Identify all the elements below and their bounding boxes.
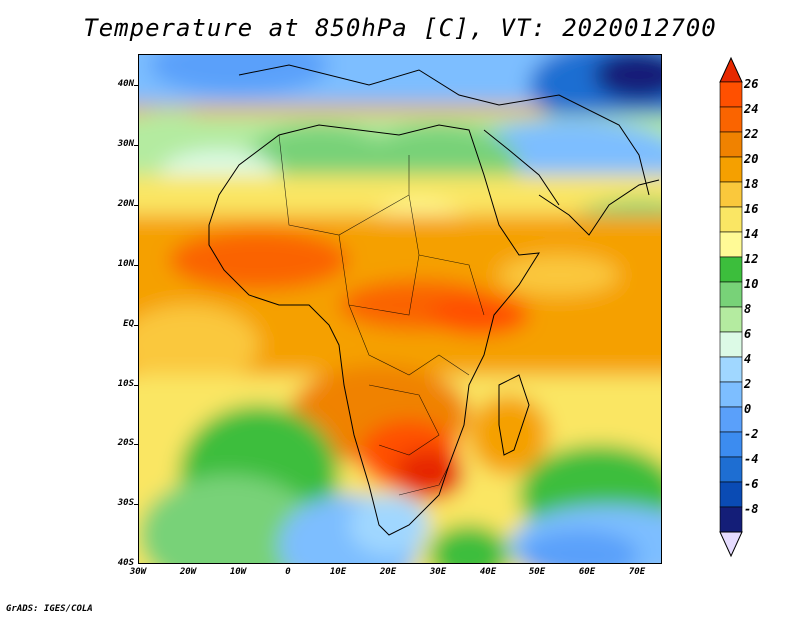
lat-label-eq: EQ bbox=[123, 319, 134, 329]
colorbar-label: 12 bbox=[744, 252, 759, 266]
colorbar-label: -2 bbox=[744, 427, 759, 441]
colorbar-label: -8 bbox=[744, 502, 759, 516]
lon-label-50e: 50E bbox=[528, 567, 546, 577]
lon-label-20e: 20E bbox=[379, 567, 397, 577]
lat-tick bbox=[134, 385, 138, 386]
colorbar-label: 20 bbox=[744, 152, 759, 166]
colorbar-label: 0 bbox=[744, 402, 752, 416]
lon-label-10e: 10E bbox=[329, 567, 347, 577]
temperature-field bbox=[139, 55, 661, 563]
colorbar-swatch bbox=[719, 281, 743, 308]
lat-tick bbox=[134, 325, 138, 326]
colorbar-label: 10 bbox=[744, 277, 759, 291]
credit-text: GrADS: IGES/COLA bbox=[6, 604, 93, 614]
colorbar bbox=[719, 56, 743, 558]
colorbar-label: 16 bbox=[744, 202, 759, 216]
lat-tick bbox=[134, 444, 138, 445]
lat-label-30s: 30S bbox=[117, 498, 134, 508]
lon-label-40e: 40E bbox=[479, 567, 497, 577]
colorbar-label: 6 bbox=[744, 327, 752, 341]
colorbar-label: 22 bbox=[744, 127, 759, 141]
colorbar-label: 18 bbox=[744, 177, 759, 191]
colorbar-swatch bbox=[719, 106, 743, 133]
colorbar-label: 24 bbox=[744, 102, 759, 116]
chart-title: Temperature at 850hPa [C], VT: 202001270… bbox=[83, 14, 717, 42]
colorbar-label: 26 bbox=[744, 77, 759, 91]
lon-label-30w: 30W bbox=[129, 567, 147, 577]
lon-label-60e: 60E bbox=[578, 567, 596, 577]
colorbar-swatch bbox=[719, 456, 743, 483]
lon-label-10w: 10W bbox=[229, 567, 247, 577]
colorbar-swatch bbox=[719, 131, 743, 158]
lat-tick bbox=[134, 145, 138, 146]
country-borders bbox=[278, 134, 485, 496]
lat-tick bbox=[134, 504, 138, 505]
colorbar-swatch bbox=[719, 356, 743, 383]
lon-label-30e: 30E bbox=[429, 567, 447, 577]
colorbar-swatch bbox=[719, 306, 743, 333]
colorbar-swatch bbox=[719, 331, 743, 358]
temperature-map bbox=[138, 54, 662, 564]
colorbar-top-arrow bbox=[719, 56, 743, 83]
lon-label-20w: 20W bbox=[179, 567, 197, 577]
lat-label-20s: 20S bbox=[117, 438, 134, 448]
lat-tick bbox=[134, 265, 138, 266]
lon-label-70e: 70E bbox=[628, 567, 646, 577]
colorbar-swatch bbox=[719, 406, 743, 433]
colorbar-swatch bbox=[719, 256, 743, 283]
lat-label-20n: 20N bbox=[117, 199, 134, 209]
lat-label-40s: 40S bbox=[117, 558, 134, 568]
colorbar-swatch bbox=[719, 481, 743, 508]
colorbar-label: -4 bbox=[744, 452, 759, 466]
colorbar-label: 4 bbox=[744, 352, 752, 366]
colorbar-swatch bbox=[719, 81, 743, 108]
colorbar-swatch bbox=[719, 231, 743, 258]
colorbar-swatch bbox=[719, 381, 743, 408]
colorbar-swatch bbox=[719, 506, 743, 533]
coastlines bbox=[208, 64, 660, 536]
lat-tick bbox=[134, 205, 138, 206]
lat-label-30n: 30N bbox=[117, 139, 134, 149]
lat-tick bbox=[134, 85, 138, 86]
lat-label-40n: 40N bbox=[117, 79, 134, 89]
colorbar-label: 2 bbox=[744, 377, 752, 391]
colorbar-label: 14 bbox=[744, 227, 759, 241]
lat-label-10n: 10N bbox=[117, 259, 134, 269]
colorbar-swatch bbox=[719, 156, 743, 183]
colorbar-label: -6 bbox=[744, 477, 759, 491]
colorbar-swatch bbox=[719, 206, 743, 233]
colorbar-swatch bbox=[719, 181, 743, 208]
colorbar-swatch bbox=[719, 431, 743, 458]
lon-label-0: 0 bbox=[285, 567, 291, 577]
lat-label-10s: 10S bbox=[117, 379, 134, 389]
colorbar-label: 8 bbox=[744, 302, 752, 316]
colorbar-bottom-arrow bbox=[719, 531, 743, 558]
